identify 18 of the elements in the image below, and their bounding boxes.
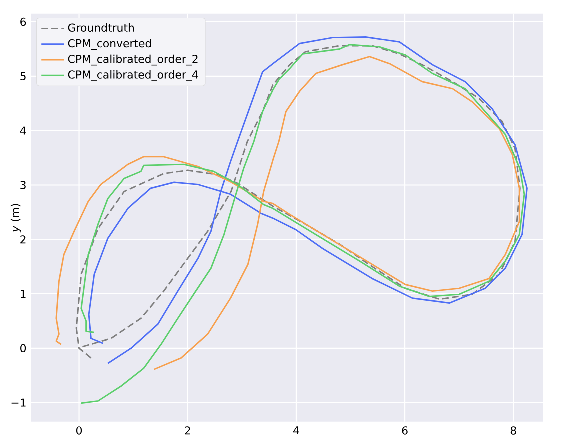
x-tick-label: 6 xyxy=(402,426,408,435)
y-tick-label: −1 xyxy=(12,398,26,407)
legend-label: CPM_calibrated_order_2 xyxy=(68,54,198,66)
y-tick-label: 0 xyxy=(20,344,26,353)
legend-label: Groundtruth xyxy=(68,24,134,32)
y-tick-label: 3 xyxy=(20,181,26,190)
x-tick-label: 2 xyxy=(185,426,190,435)
x-tick-label: 0 xyxy=(76,426,82,435)
legend-label: CPM_calibrated_order_4 xyxy=(68,70,198,82)
legend-label: CPM_converted xyxy=(68,39,152,50)
y-tick-label: 5 xyxy=(20,72,26,80)
y-axis-title: y (m) xyxy=(10,204,22,233)
y-tick-label: 1 xyxy=(21,290,26,298)
y-tick-label: 2 xyxy=(20,236,26,244)
y-tick-label: 4 xyxy=(20,126,26,135)
y-tick-label: 6 xyxy=(20,18,26,26)
x-tick-label: 4 xyxy=(294,426,300,435)
x-tick-label: 8 xyxy=(510,426,516,435)
